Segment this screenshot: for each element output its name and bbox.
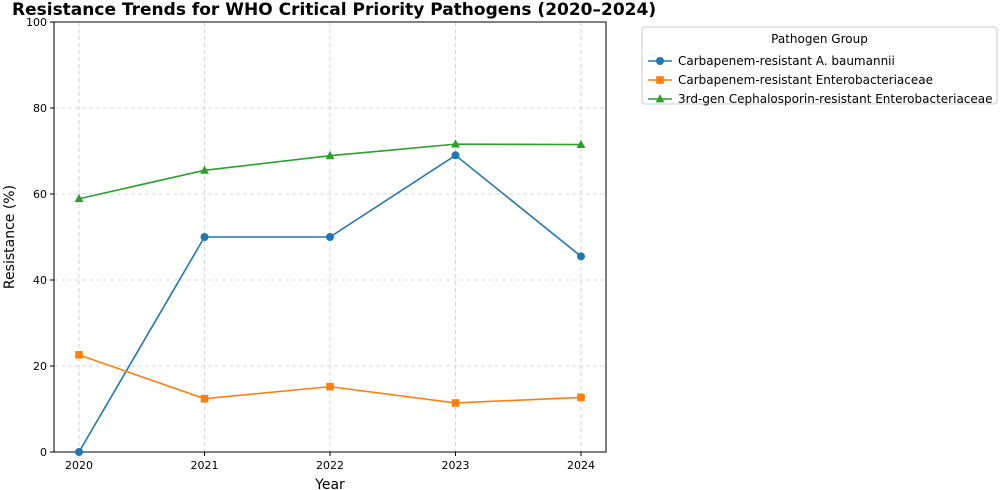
data-point (75, 351, 83, 359)
x-tick-label: 2022 (316, 459, 344, 472)
data-point (452, 151, 460, 159)
x-tick-label: 2024 (567, 459, 595, 472)
y-axis-label: Resistance (%) (2, 185, 18, 289)
axes: 2020 2021 2022 2023 2024 0 20 40 60 80 100 (26, 16, 595, 472)
y-tick-label: 80 (33, 102, 47, 115)
legend-item[interactable]: 3rd-gen Cephalosporin-resistant Enteroba… (648, 92, 993, 106)
legend-label: Carbapenem-resistant A. baumannii (678, 54, 895, 68)
data-point (577, 252, 585, 260)
legend-title: Pathogen Group (771, 32, 868, 46)
x-tick-label: 2021 (191, 459, 219, 472)
legend-marker (656, 76, 664, 84)
x-axis-label: Year (314, 477, 345, 490)
data-point (452, 399, 460, 407)
legend-label: 3rd-gen Cephalosporin-resistant Enteroba… (678, 92, 993, 106)
legend-item[interactable]: Carbapenem-resistant A. baumannii (648, 54, 895, 68)
data-point (201, 395, 209, 403)
data-point (201, 233, 209, 241)
y-tick-label: 20 (33, 360, 47, 373)
legend-marker (656, 57, 664, 65)
chart: Resistance Trends for WHO Critical Prior… (0, 0, 1000, 490)
x-tick-label: 2020 (65, 459, 93, 472)
x-tick-label: 2023 (442, 459, 470, 472)
data-point (577, 394, 585, 402)
y-tick-label: 60 (33, 188, 47, 201)
y-tick-label: 100 (26, 16, 47, 29)
chart-title: Resistance Trends for WHO Critical Prior… (12, 0, 656, 20)
data-point (326, 233, 334, 241)
legend[interactable]: Pathogen Group Carbapenem-resistant A. ba… (642, 27, 997, 106)
legend-item[interactable]: Carbapenem-resistant Enterobacteriaceae (648, 73, 933, 87)
legend-label: Carbapenem-resistant Enterobacteriaceae (678, 73, 933, 87)
data-point (326, 383, 334, 391)
data-point (75, 448, 83, 456)
y-tick-label: 0 (40, 446, 47, 459)
y-tick-label: 40 (33, 274, 47, 287)
